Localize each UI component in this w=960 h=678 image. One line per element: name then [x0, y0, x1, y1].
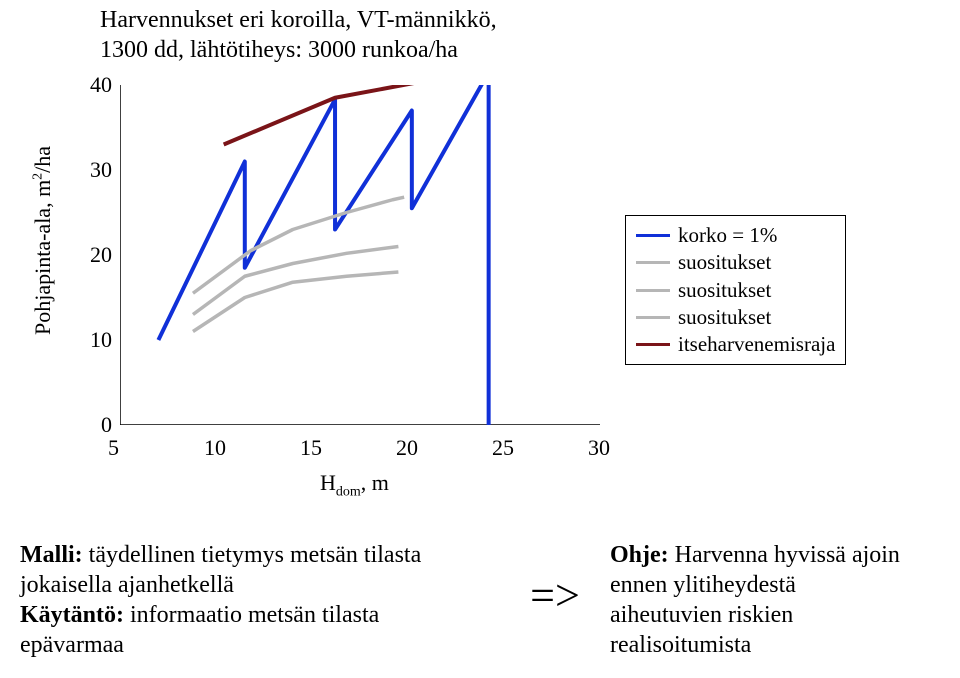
x-axis-label: Hdom, m	[320, 470, 389, 500]
caption-left: Malli: täydellinen tietymys metsän tilas…	[20, 540, 500, 660]
xlabel-suffix: , m	[361, 470, 389, 495]
left-text-2: jokaisella ajanhetkellä	[20, 572, 234, 598]
series-line	[193, 197, 404, 293]
y-axis-label: Pohjapinta-ala, m2/ha	[30, 146, 56, 335]
chart-area: Pohjapinta-ala, m2/ha 010203040 51015202…	[20, 75, 720, 505]
arrow-icon: =>	[500, 540, 610, 621]
legend-swatch	[636, 316, 670, 319]
ylabel-prefix: Pohjapinta-ala, m	[30, 180, 55, 335]
chart-title: Harvennukset eri koroilla, VT-männikkö, …	[100, 5, 497, 65]
series-line	[193, 272, 398, 332]
y-tick-label: 10	[82, 327, 112, 353]
y-tick-label: 30	[82, 157, 112, 183]
page: Harvennukset eri koroilla, VT-männikkö, …	[0, 0, 960, 678]
legend: korko = 1%suosituksetsuosituksetsuosituk…	[625, 215, 846, 365]
legend-label: itseharvenemisraja	[678, 331, 835, 358]
legend-item: suositukset	[636, 277, 835, 304]
legend-label: korko = 1%	[678, 222, 777, 249]
ylabel-suffix: /ha	[30, 146, 55, 173]
x-tick-label: 5	[108, 435, 119, 461]
left-text-1: täydellinen tietymys metsän tilasta	[83, 542, 422, 568]
left-bold-1: Malli:	[20, 542, 83, 568]
legend-swatch	[636, 289, 670, 292]
right-text-2: ennen ylitiheydestä	[610, 572, 796, 598]
left-text-4: epävarmaa	[20, 632, 124, 658]
series-line	[158, 85, 488, 425]
right-text-4: realisoitumista	[610, 632, 751, 658]
title-line-1: Harvennukset eri koroilla, VT-männikkö,	[100, 7, 497, 33]
right-text-3: aiheutuvien riskien	[610, 602, 793, 628]
xlabel-prefix: H	[320, 470, 336, 495]
legend-item: korko = 1%	[636, 222, 835, 249]
y-tick-label: 40	[82, 72, 112, 98]
legend-label: suositukset	[678, 304, 771, 331]
chart-svg	[120, 85, 600, 425]
xlabel-sub: dom	[336, 484, 361, 499]
legend-swatch	[636, 234, 670, 237]
legend-swatch	[636, 343, 670, 346]
x-tick-label: 10	[204, 435, 226, 461]
ylabel-sup: 2	[31, 173, 46, 180]
title-line-2: 1300 dd, lähtötiheys: 3000 runkoa/ha	[100, 37, 458, 63]
legend-item: suositukset	[636, 304, 835, 331]
x-tick-label: 30	[588, 435, 610, 461]
x-tick-label: 25	[492, 435, 514, 461]
caption-right: Ohje: Harvenna hyvissä ajoin ennen yliti…	[610, 540, 940, 660]
legend-item: itseharvenemisraja	[636, 331, 835, 358]
x-tick-label: 15	[300, 435, 322, 461]
left-text-3: informaatio metsän tilasta	[124, 602, 379, 628]
legend-label: suositukset	[678, 249, 771, 276]
right-bold-1: Ohje:	[610, 542, 669, 568]
left-bold-2: Käytäntö:	[20, 602, 124, 628]
caption-row: Malli: täydellinen tietymys metsän tilas…	[20, 540, 940, 660]
legend-label: suositukset	[678, 277, 771, 304]
legend-swatch	[636, 261, 670, 264]
legend-item: suositukset	[636, 249, 835, 276]
right-text-1: Harvenna hyvissä ajoin	[669, 542, 900, 568]
y-tick-label: 20	[82, 242, 112, 268]
x-tick-label: 20	[396, 435, 418, 461]
